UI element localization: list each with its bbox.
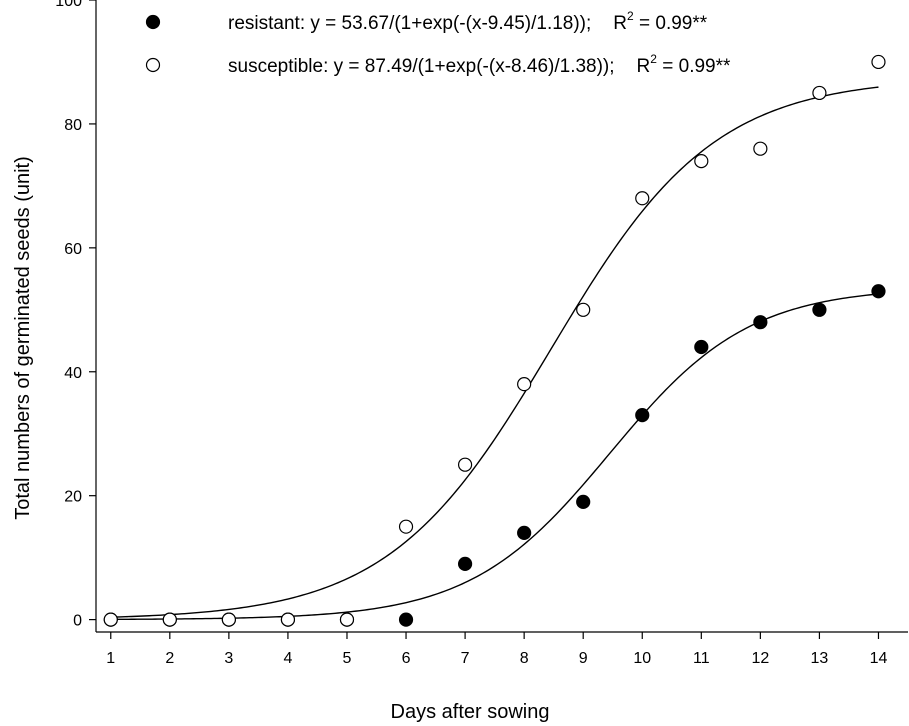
point-resistant xyxy=(576,494,591,509)
x-tick-label: 4 xyxy=(283,650,292,667)
y-tick-label: 60 xyxy=(64,241,82,258)
y-ticks: 0 20 40 60 80 100 xyxy=(55,0,96,630)
point-susceptible xyxy=(635,191,650,206)
legend-entry-susceptible: susceptible: y = 87.49/(1+exp(-(x-8.46)/… xyxy=(228,52,731,77)
fit-curve-susceptible xyxy=(110,86,879,618)
point-resistant xyxy=(398,612,414,627)
data-points xyxy=(103,54,886,627)
x-tick-label: 2 xyxy=(165,650,174,667)
legend-r2-value: = 0.99** xyxy=(634,13,708,34)
y-tick-label: 100 xyxy=(55,0,82,10)
y-tick-label: 20 xyxy=(64,489,82,506)
point-susceptible xyxy=(339,612,355,627)
point-resistant xyxy=(635,408,650,423)
point-susceptible xyxy=(871,54,886,70)
point-susceptible xyxy=(812,85,827,101)
x-ticks: 1 2 3 4 5 6 7 8 9 10 11 12 13 14 xyxy=(106,632,887,667)
legend: resistant: y = 53.67/(1+exp(-(x-9.45)/1.… xyxy=(145,9,731,77)
point-resistant xyxy=(871,284,886,299)
legend-r2-label: R xyxy=(613,13,627,34)
x-tick-label: 13 xyxy=(811,650,829,667)
point-resistant xyxy=(517,525,532,540)
point-susceptible xyxy=(103,612,118,627)
point-susceptible xyxy=(694,153,709,169)
legend-r2-sup: 2 xyxy=(650,52,657,66)
x-tick-label: 8 xyxy=(520,650,529,667)
fit-curve-resistant xyxy=(110,293,879,621)
x-tick-label: 3 xyxy=(224,650,233,667)
x-tick-label: 14 xyxy=(870,650,888,667)
x-tick-label: 5 xyxy=(343,650,352,667)
x-tick-label: 11 xyxy=(693,650,710,667)
point-resistant xyxy=(753,315,768,330)
x-tick-label: 10 xyxy=(633,650,651,667)
legend-marker-susceptible xyxy=(145,57,161,73)
y-axis-title: Total numbers of germinated seeds (unit) xyxy=(12,156,34,520)
legend-series-name: resistant xyxy=(228,13,301,34)
legend-equation: y = 87.49/(1+exp(-(x-8.46)/1.38)); xyxy=(334,56,615,77)
fit-curves xyxy=(110,86,879,621)
legend-series-name: susceptible xyxy=(228,56,323,77)
point-susceptible xyxy=(753,141,768,156)
point-resistant xyxy=(812,302,827,317)
point-susceptible xyxy=(457,457,473,472)
x-tick-label: 12 xyxy=(751,650,769,667)
legend-r2-sup: 2 xyxy=(627,9,634,23)
point-susceptible xyxy=(576,302,591,317)
legend-equation: y = 53.67/(1+exp(-(x-9.45)/1.18)); xyxy=(310,13,591,34)
point-resistant xyxy=(457,556,473,571)
y-tick-label: 40 xyxy=(64,365,82,382)
point-susceptible xyxy=(162,612,177,627)
point-susceptible xyxy=(398,519,414,534)
point-susceptible xyxy=(221,612,236,627)
x-tick-label: 1 xyxy=(106,650,115,667)
legend-entry-resistant: resistant: y = 53.67/(1+exp(-(x-9.45)/1.… xyxy=(228,9,708,34)
point-resistant xyxy=(694,339,709,355)
x-tick-label: 6 xyxy=(402,650,411,667)
point-susceptible xyxy=(280,612,296,627)
legend-r2-label: R xyxy=(637,56,651,77)
x-tick-label: 7 xyxy=(461,650,470,667)
point-susceptible xyxy=(517,377,532,392)
y-tick-label: 0 xyxy=(73,613,82,630)
x-axis-title: Days after sowing xyxy=(391,701,550,723)
y-tick-label: 80 xyxy=(64,117,82,134)
legend-marker-resistant xyxy=(145,14,161,30)
legend-r2-value: = 0.99** xyxy=(657,56,731,77)
x-tick-label: 9 xyxy=(579,650,588,667)
